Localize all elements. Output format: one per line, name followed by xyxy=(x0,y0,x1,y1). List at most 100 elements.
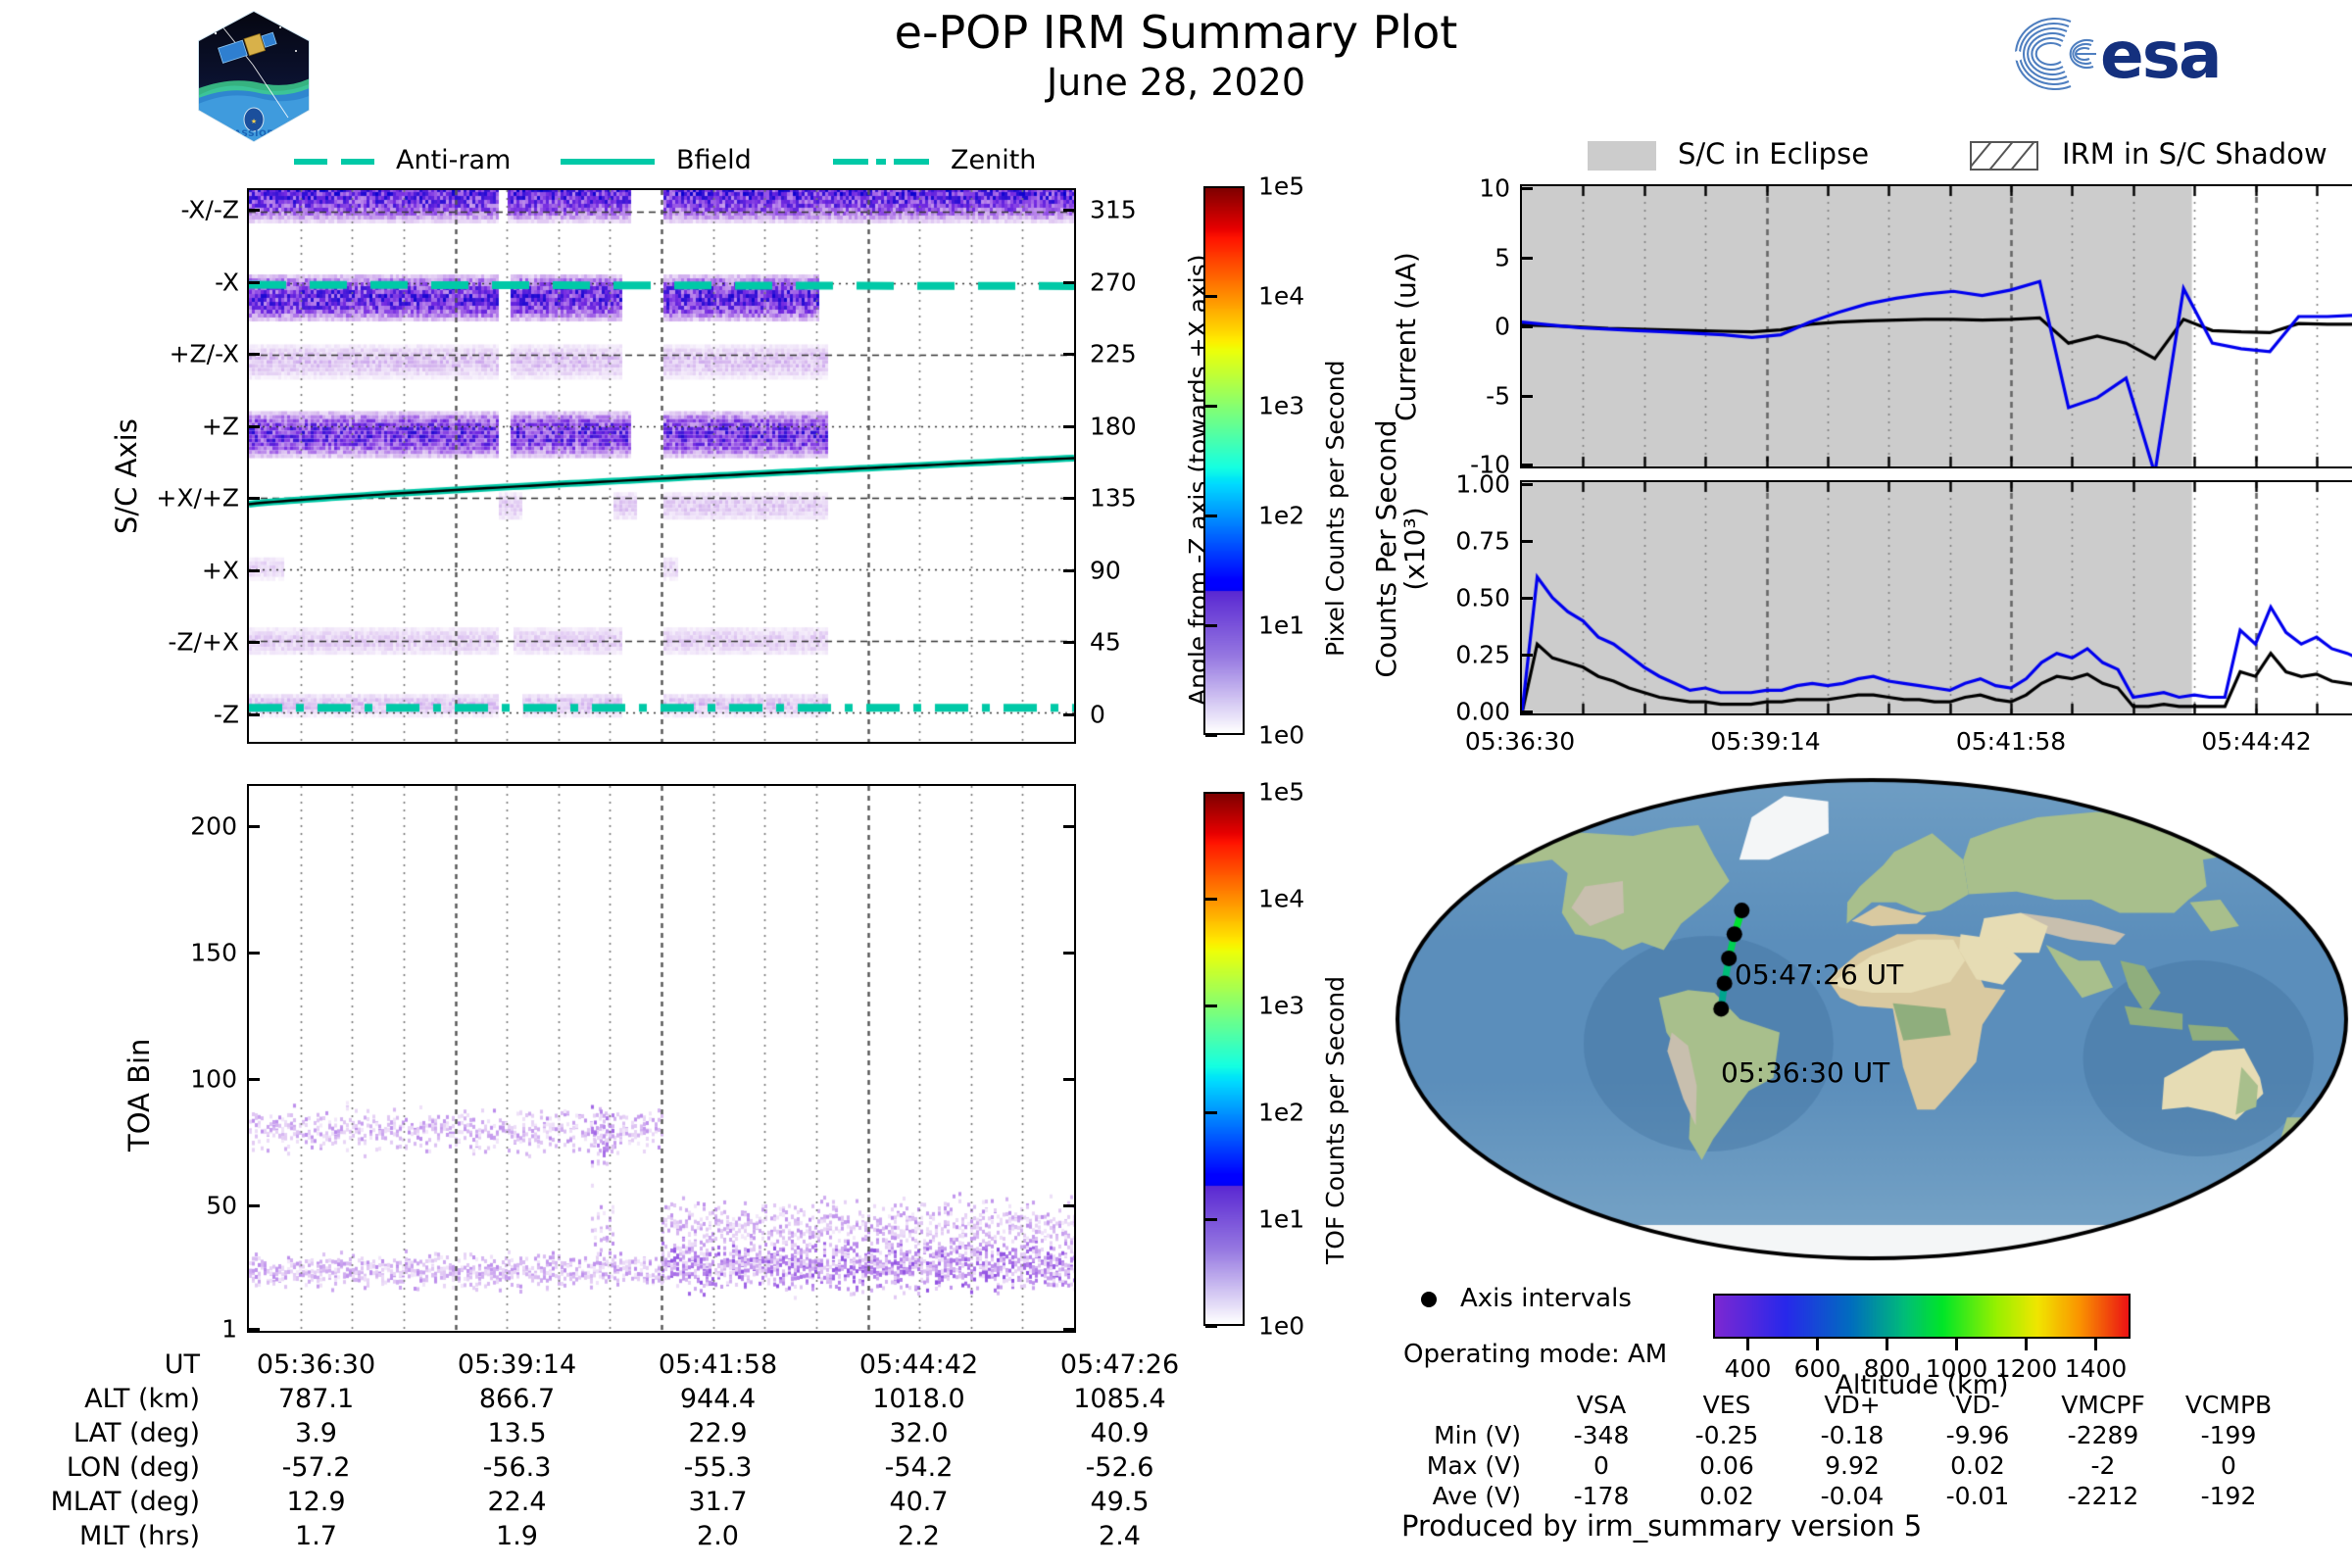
voltage-summary-table: VSA VES VD+ VD- VMCPF VCMPB Min (V) -348 -0.25 -0… xyxy=(1401,1390,2291,1511)
tick-mark xyxy=(1063,497,1076,501)
colorbar-tick-mark xyxy=(1205,1218,1217,1221)
tick-mark xyxy=(1063,353,1076,357)
tick-mark xyxy=(1520,187,1533,190)
ephemeris-cell: 1085.4 xyxy=(1073,1384,1166,1414)
colorbar-tick-label: 1e2 xyxy=(1258,1098,1305,1127)
ephemeris-table: UT 05:36:30 05:39:14 05:41:58 05:44:42 05:47:… xyxy=(29,1348,1220,1553)
toa-ytick: 200 xyxy=(190,811,237,841)
ephemeris-cell: 05:41:58 xyxy=(658,1349,778,1380)
ephemeris-cell: -56.3 xyxy=(482,1452,552,1483)
altitude-colorbar xyxy=(1713,1294,2131,1339)
colorbar-tick-label: 1e1 xyxy=(1258,611,1305,640)
tick-mark xyxy=(1520,597,1533,600)
angle-ytick-right: 0 xyxy=(1090,700,1105,729)
ephemeris-cell: 1.9 xyxy=(496,1521,538,1551)
table-row: ALT (km) 787.1 866.7 944.4 1018.0 1085.4 xyxy=(29,1382,1220,1416)
legend-label-anti-ram: Anti-ram xyxy=(396,145,512,175)
counts-ytick: 0.25 xyxy=(1455,640,1510,669)
ephemeris-cell: 05:36:30 xyxy=(256,1349,376,1380)
ephemeris-cell: 40.9 xyxy=(1090,1418,1150,1448)
ephemeris-row-label: UT xyxy=(164,1349,200,1380)
tick-mark xyxy=(1063,824,1076,828)
counts-per-second-plot[interactable] xyxy=(1520,480,2352,715)
colorbar-tick-mark xyxy=(1205,898,1217,901)
esa-logo: esa xyxy=(1994,12,2278,96)
counts-ytick: 0.50 xyxy=(1455,583,1510,612)
ephemeris-cell: 944.4 xyxy=(679,1384,757,1414)
ephemeris-cell: 2.0 xyxy=(697,1521,739,1551)
ephemeris-cell: -52.6 xyxy=(1085,1452,1154,1483)
ephemeris-cell: -57.2 xyxy=(281,1452,351,1483)
voltage-column-header: VES xyxy=(1702,1391,1751,1419)
cassiope-mission-patch-icon: ★ CASSIOPE xyxy=(194,8,314,145)
altitude-colorbar-tick-label: 800 xyxy=(1863,1354,1911,1383)
tick-mark xyxy=(247,824,260,828)
axis-intervals-dot-icon xyxy=(1421,1292,1437,1307)
ephemeris-cell: 22.9 xyxy=(688,1418,748,1448)
voltage-row-label: Max (V) xyxy=(1426,1451,1521,1480)
voltage-column-header: VCMPB xyxy=(2184,1391,2273,1419)
time-axis-tick-label: 05:36:30 xyxy=(1464,727,1576,756)
current-ytick: -10 xyxy=(1470,450,1510,479)
colorbar-tick-mark xyxy=(2093,1339,2097,1350)
angle-ytick-left: -Z xyxy=(213,700,239,729)
time-axis-tick-label: 05:44:42 xyxy=(2201,727,2312,756)
tick-mark xyxy=(1520,256,1533,260)
sensor-current-plot[interactable] xyxy=(1520,184,2352,468)
voltage-row-label: Ave (V) xyxy=(1432,1482,1521,1510)
tick-mark xyxy=(1520,394,1533,398)
angle-ytick-left: -Z/+X xyxy=(168,627,239,657)
ephemeris-cell: 787.1 xyxy=(277,1384,355,1414)
current-ytick: 10 xyxy=(1479,173,1510,203)
tick-mark xyxy=(1063,1203,1076,1207)
ephemeris-cell: -54.2 xyxy=(884,1452,954,1483)
footer-produced-by: Produced by irm_summary version 5 xyxy=(1401,1509,1923,1543)
ephemeris-cell: 12.9 xyxy=(286,1487,346,1517)
tick-mark xyxy=(1520,325,1533,328)
tick-mark xyxy=(247,1077,260,1081)
angle-panel-legend: Anti-ram Bfield Zenith xyxy=(294,145,1058,180)
colorbar-tick-label: 1e1 xyxy=(1258,1204,1305,1234)
voltage-cell: 0.02 xyxy=(1699,1482,1754,1510)
tick-mark xyxy=(1063,424,1076,428)
table-row: LON (deg) -57.2 -56.3 -55.3 -54.2 -52.6 xyxy=(29,1450,1220,1485)
tick-mark xyxy=(247,713,260,716)
counts-ytick: 1.00 xyxy=(1455,469,1510,499)
ephemeris-cell: 3.9 xyxy=(295,1418,337,1448)
colorbar-tick-label: 1e4 xyxy=(1258,281,1305,311)
colorbar-tick-mark xyxy=(1745,1339,1749,1350)
tick-mark xyxy=(247,1203,260,1207)
legend-swatch-irm-shadow xyxy=(1970,141,2038,171)
colorbar-tick-mark xyxy=(1205,405,1217,408)
voltage-corner-cell xyxy=(1401,1390,1539,1420)
ephemeris-cell: 22.4 xyxy=(487,1487,547,1517)
table-row: UT 05:36:30 05:39:14 05:41:58 05:44:42 05:47:… xyxy=(29,1348,1220,1382)
colorbar-tick-mark xyxy=(1815,1339,1819,1350)
axis-intervals-label: Axis intervals xyxy=(1460,1284,1632,1313)
tick-mark xyxy=(1520,483,1533,486)
toa-bin-spectrogram[interactable] xyxy=(247,784,1076,1333)
map-label-start-time: 05:36:30 UT xyxy=(1721,1056,1890,1089)
voltage-cell: -2289 xyxy=(2067,1421,2139,1449)
colorbar-tick-mark xyxy=(1954,1339,1958,1350)
angle-ytick-left: +Z/-X xyxy=(169,339,239,368)
colorbar-tick-mark xyxy=(1205,514,1217,517)
angle-ytick-left: -X/-Z xyxy=(180,195,239,224)
voltage-column-header: VMCPF xyxy=(2061,1391,2145,1419)
angle-ytick-right: 270 xyxy=(1090,268,1137,297)
ephemeris-row-label: ALT (km) xyxy=(84,1384,200,1414)
tick-mark xyxy=(247,424,260,428)
voltage-cell: -178 xyxy=(1573,1482,1630,1510)
table-header-row: VSA VES VD+ VD- VMCPF VCMPB xyxy=(1401,1390,2291,1420)
voltage-cell: -348 xyxy=(1573,1421,1630,1449)
toa-ytick: 1 xyxy=(221,1314,237,1344)
angle-panel-ylabel: S/C Axis xyxy=(110,418,143,534)
current-panel-ylabel: Current (uA) xyxy=(1390,252,1422,421)
colorbar-tick-mark xyxy=(2024,1339,2028,1350)
altitude-colorbar-label: Altitude (km) xyxy=(1835,1370,2009,1400)
toa-panel-ylabel: TOA Bin xyxy=(122,1038,156,1152)
operating-mode-label: Operating mode: AM xyxy=(1403,1340,1668,1369)
ground-track-map[interactable]: 05:47:26 UT 05:36:30 UT xyxy=(1392,774,2352,1264)
counts-panel-ylabel: Counts Per Second (x10³) xyxy=(1370,419,1432,678)
sc-axis-angle-spectrogram[interactable] xyxy=(247,188,1076,744)
